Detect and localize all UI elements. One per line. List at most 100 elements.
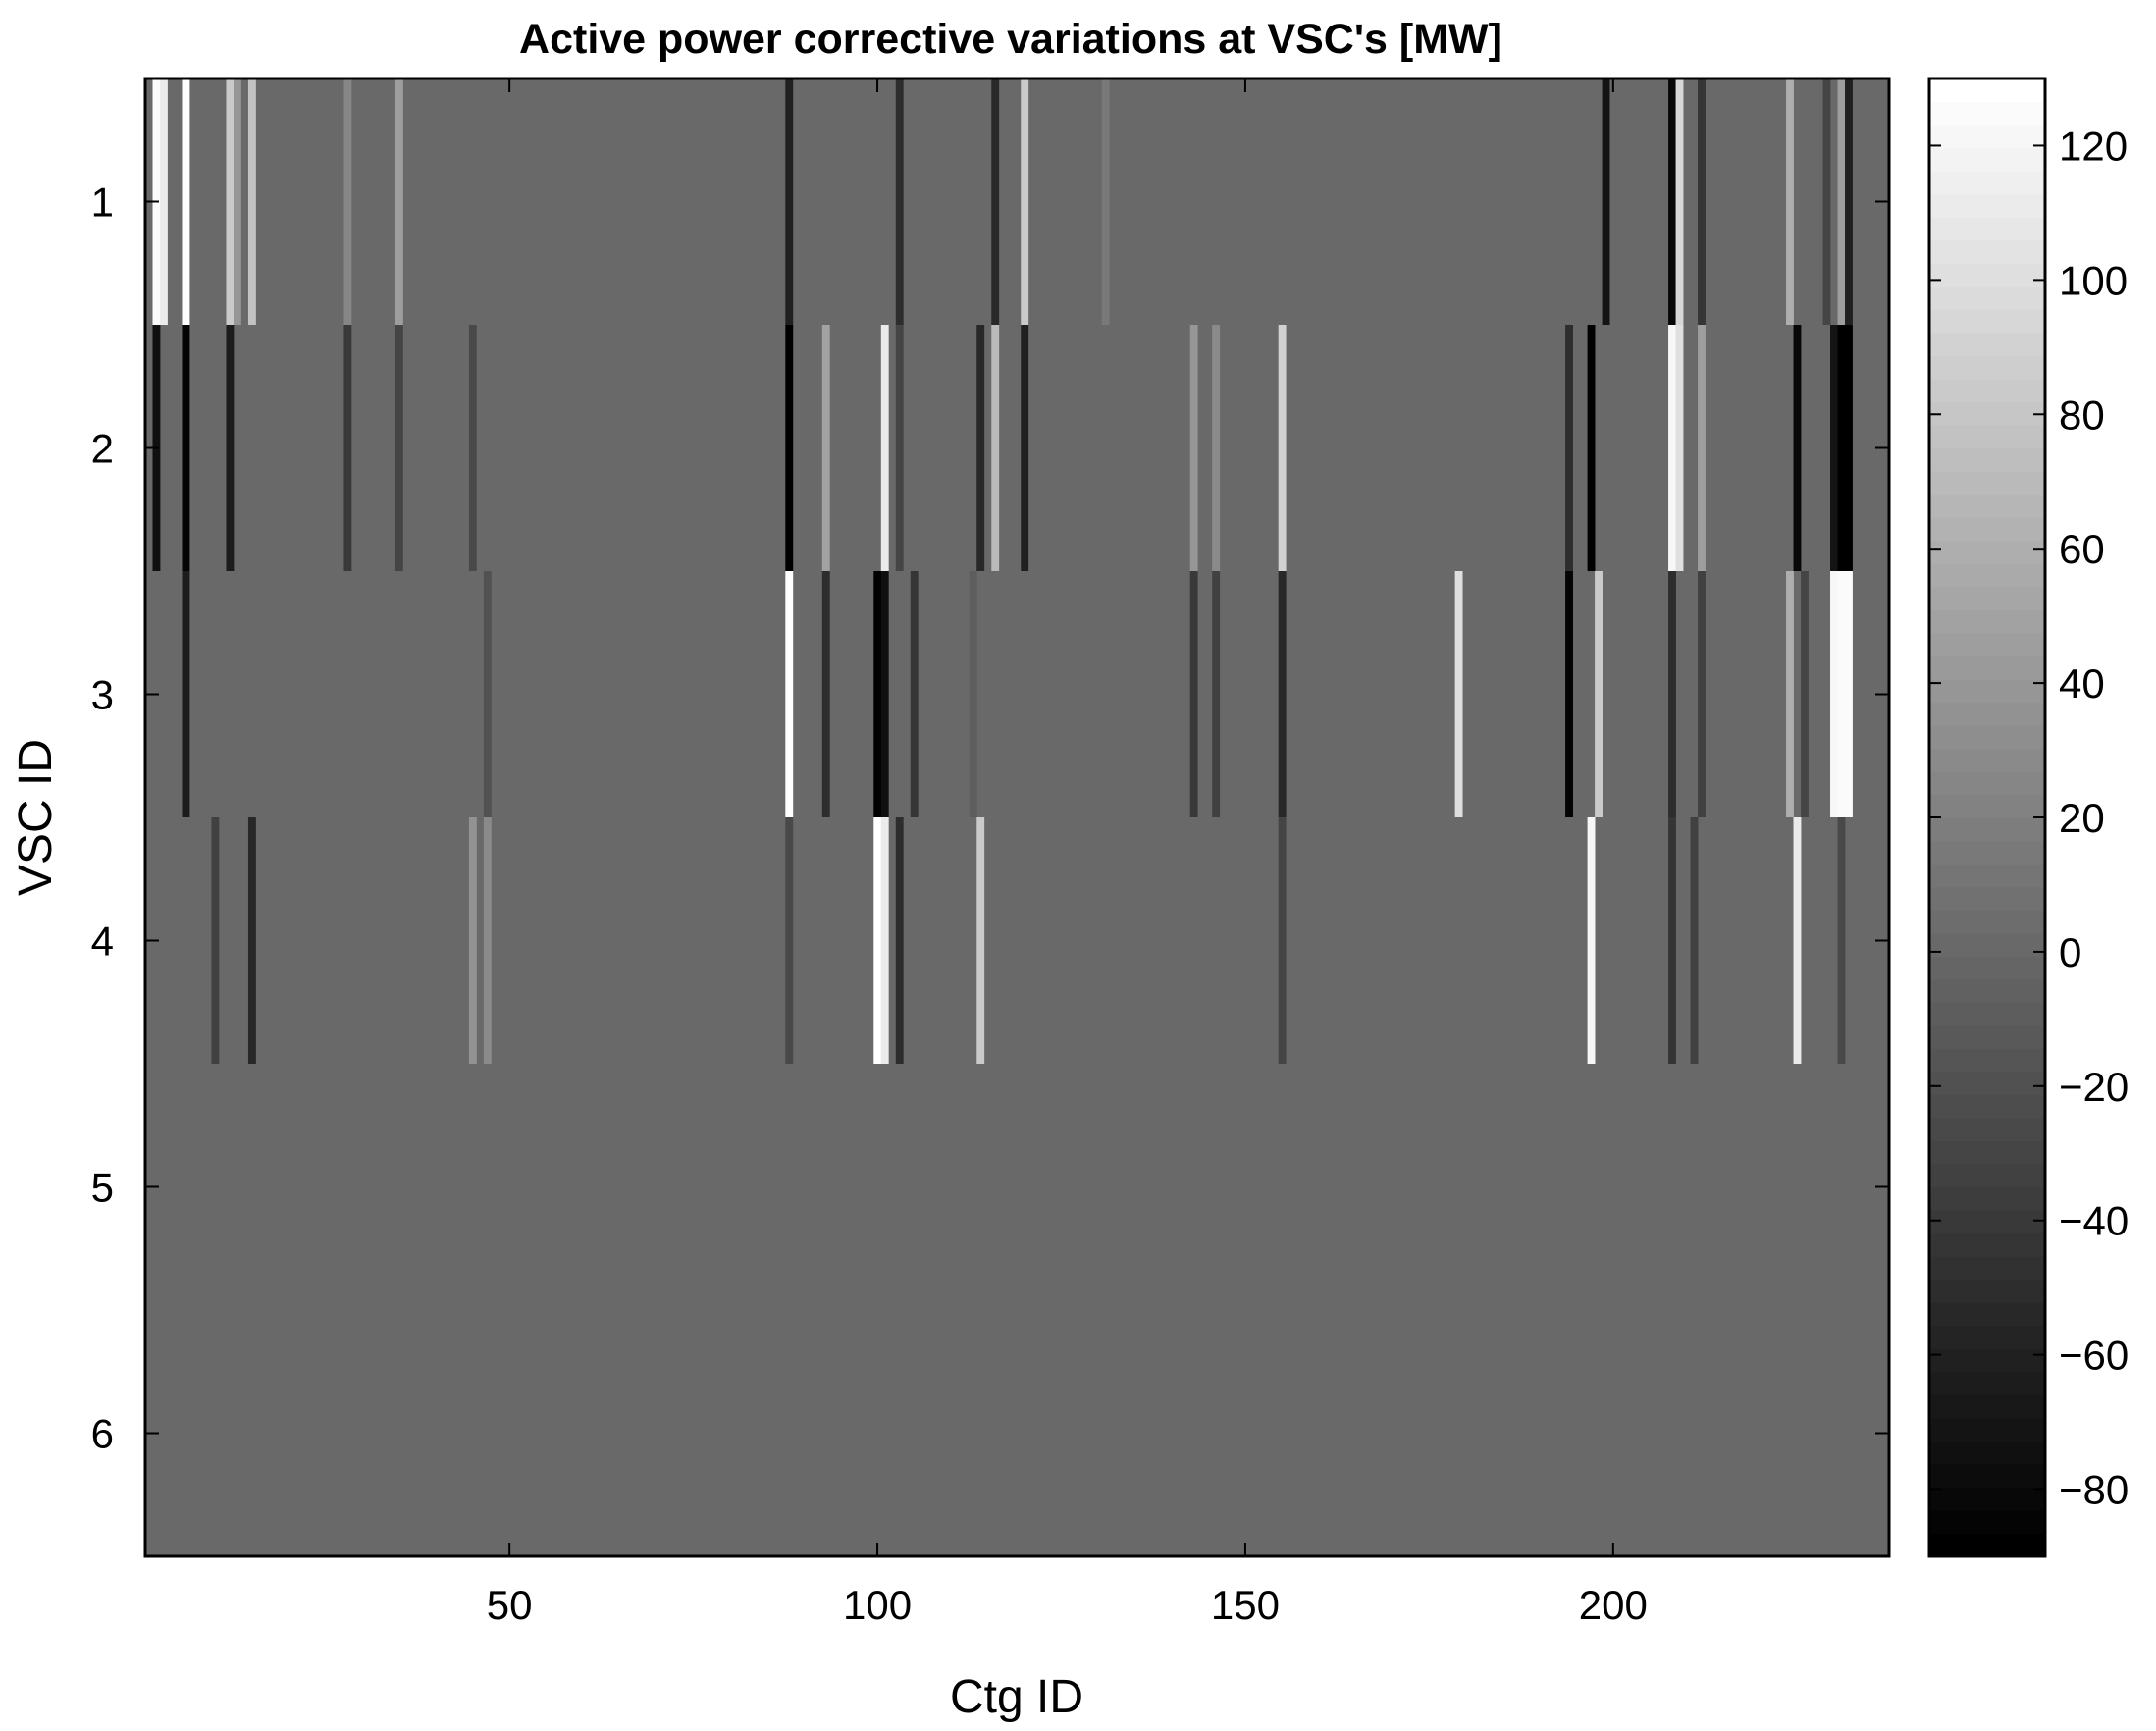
- colorbar-swatch: [1929, 171, 2045, 195]
- heatmap-cell: [785, 817, 794, 1064]
- heatmap-cell: [991, 325, 1000, 571]
- colorbar-swatch: [1929, 540, 2045, 564]
- colorbar-swatch: [1929, 724, 2045, 750]
- heatmap-cell: [1837, 817, 1846, 1064]
- heatmap-cell: [247, 79, 256, 325]
- colorbar-swatch: [1929, 355, 2045, 380]
- colorbar-swatch: [1929, 1048, 2045, 1073]
- heatmap-row-2: [145, 325, 1889, 571]
- chart-title: Active power corrective variations at VS…: [519, 16, 1502, 63]
- heatmap-cell: [821, 325, 830, 571]
- colorbar-swatch: [1929, 1302, 2045, 1327]
- colorbar-swatch: [1929, 1256, 2045, 1281]
- colorbar-swatch: [1929, 239, 2045, 264]
- heatmap-cell: [1675, 325, 1684, 571]
- colorbar-swatch: [1929, 1186, 2045, 1211]
- colorbar-swatch: [1929, 401, 2045, 426]
- heatmap-cell: [880, 817, 889, 1064]
- heatmap-row-1: [145, 79, 1889, 325]
- heatmap-cell: [247, 817, 256, 1064]
- heatmap-cell: [1830, 571, 1838, 817]
- heatmap-cell: [1668, 571, 1676, 817]
- heatmap-cell: [1801, 571, 1809, 817]
- heatmap-cell: [1786, 571, 1794, 817]
- colorbar-swatch: [1929, 1140, 2045, 1165]
- heatmap-cell: [1278, 817, 1287, 1064]
- colorbar-tick-label: −40: [2059, 1198, 2129, 1244]
- heatmap-cell: [1845, 79, 1853, 325]
- colorbar-tick-label: 20: [2059, 795, 2105, 841]
- colorbar-ticks: −80 −60 −40 −20 0 20 40 60 80 100 120: [1929, 123, 2129, 1513]
- heatmap-cell: [483, 571, 492, 817]
- colorbar-swatch: [1929, 1117, 2045, 1142]
- colorbar-tick-label: 60: [2059, 526, 2105, 572]
- colorbar-swatch: [1929, 332, 2045, 356]
- heatmap-cell: [394, 79, 403, 325]
- colorbar-swatch: [1929, 1371, 2045, 1395]
- colorbar-swatch: [1929, 886, 2045, 911]
- colorbar-swatch: [1929, 1394, 2045, 1419]
- x-axis: 50 100 150 200: [487, 79, 1648, 1628]
- heatmap-cell: [233, 79, 241, 325]
- heatmap-cell: [1587, 817, 1596, 1064]
- colorbar-swatch: [1929, 609, 2045, 634]
- colorbar-swatch: [1929, 932, 2045, 957]
- heatmap-cell: [1101, 79, 1110, 325]
- heatmap-row-6: [145, 1310, 1889, 1556]
- heatmap-cell: [1278, 571, 1287, 817]
- colorbar-swatch: [1929, 770, 2045, 796]
- heatmap-cell: [159, 79, 168, 325]
- heatmap-cell: [1587, 325, 1596, 571]
- y-axis-label: VSC ID: [10, 739, 62, 896]
- heatmap-cell: [1454, 571, 1463, 817]
- colorbar-swatch: [1929, 447, 2045, 472]
- heatmap-cell: [821, 571, 830, 817]
- heatmap-cell: [895, 325, 904, 571]
- heatmap-cell: [394, 325, 403, 571]
- heatmap-cells: [145, 79, 1889, 1556]
- colorbar-swatch: [1929, 193, 2045, 218]
- heatmap-cell: [991, 79, 1000, 325]
- heatmap-cell: [1668, 325, 1676, 571]
- heatmap-cell: [1837, 571, 1846, 817]
- colorbar-tick-label: −80: [2059, 1467, 2129, 1513]
- colorbar-swatch: [1929, 678, 2045, 703]
- colorbar-swatch: [1929, 147, 2045, 172]
- heatmap-cell: [785, 571, 794, 817]
- heatmap-cell: [1565, 325, 1573, 571]
- colorbar-tick-label: 100: [2059, 257, 2128, 303]
- heatmap-cell: [483, 817, 492, 1064]
- y-tick-label: 2: [91, 426, 114, 472]
- heatmap-cell: [1822, 79, 1831, 325]
- heatmap-cell: [1021, 325, 1029, 571]
- colorbar-swatch: [1929, 1094, 2045, 1119]
- colorbar-swatch: [1929, 263, 2045, 288]
- y-tick-label: 1: [91, 180, 114, 226]
- heatmap-cell: [1837, 325, 1846, 571]
- x-tick-label: 50: [487, 1582, 533, 1628]
- heatmap-cell: [785, 79, 794, 325]
- colorbar-swatch: [1929, 978, 2045, 1003]
- heatmap-cell: [1021, 79, 1029, 325]
- heatmap-cell: [895, 817, 904, 1064]
- colorbar-swatch: [1929, 817, 2045, 842]
- heatmap-cell: [1595, 571, 1603, 817]
- heatmap-cell: [1698, 325, 1706, 571]
- heatmap-cell: [880, 571, 889, 817]
- colorbar-swatch: [1929, 1071, 2045, 1095]
- colorbar-swatch: [1929, 1325, 2045, 1349]
- heatmap-cell: [1793, 325, 1802, 571]
- heatmap-row-5: [145, 1064, 1889, 1310]
- colorbar-swatch: [1929, 748, 2045, 772]
- plot-frame: [143, 77, 1891, 1558]
- heatmap-cell: [211, 817, 220, 1064]
- heatmap-cell: [1602, 79, 1610, 325]
- heatmap-cell: [976, 325, 985, 571]
- heatmap-cell: [1189, 571, 1198, 817]
- colorbar-swatch: [1929, 1487, 2045, 1511]
- heatmap-cell: [1698, 571, 1706, 817]
- colorbar-swatch: [1929, 656, 2045, 680]
- heatmap-row-4: [145, 817, 1889, 1064]
- heatmap-cell: [226, 79, 235, 325]
- heatmap-cell: [895, 79, 904, 325]
